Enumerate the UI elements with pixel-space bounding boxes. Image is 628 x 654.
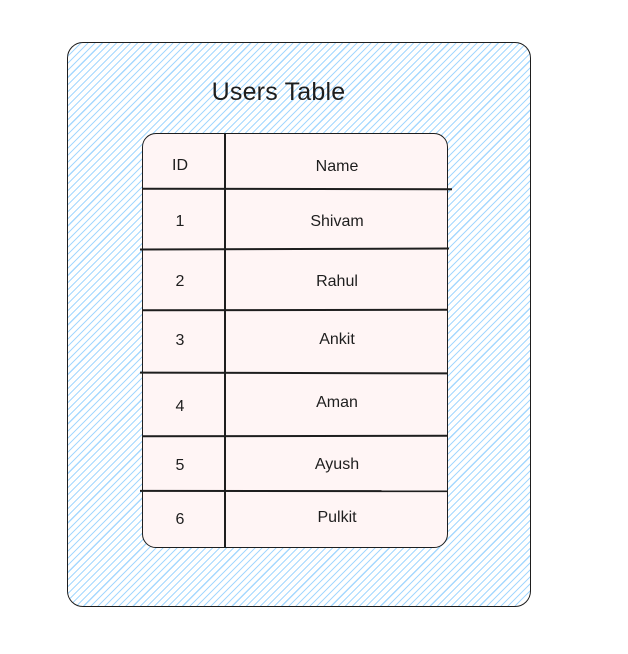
row-2-id: 2: [175, 273, 185, 290]
row-divider: [139, 489, 449, 492]
row-3-id: 3: [175, 332, 185, 349]
row-5-name: Ayush: [314, 456, 360, 473]
header-id: ID: [172, 157, 188, 174]
row-2-name: Rahul: [316, 273, 358, 290]
users-table[interactable]: [142, 133, 448, 548]
row-4-id: 4: [175, 398, 185, 415]
diagram-title[interactable]: Users Table: [211, 78, 346, 106]
row-1-id: 1: [175, 213, 185, 230]
row-5-id: 5: [175, 457, 185, 474]
column-divider: [224, 134, 226, 548]
row-6-name: Pulkit: [317, 509, 357, 526]
row-4-name: Aman: [316, 394, 358, 411]
row-3-name: Ankit: [319, 331, 355, 348]
row-6-id: 6: [175, 511, 185, 528]
header-name: Name: [315, 158, 359, 175]
row-1-name: Shivam: [310, 213, 364, 230]
